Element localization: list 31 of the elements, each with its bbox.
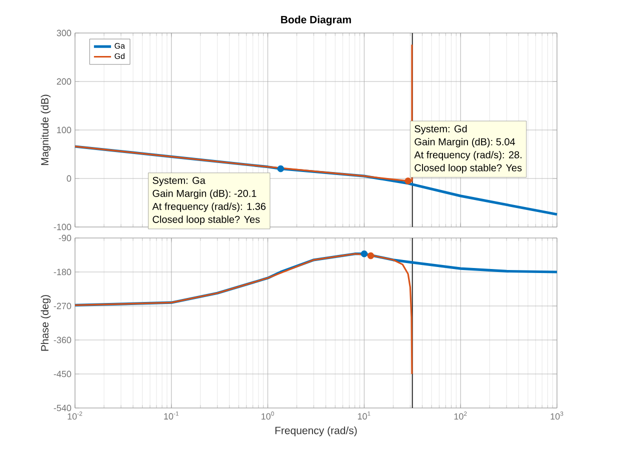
legend-label: Ga: [114, 43, 126, 49]
y-axis-title: Phase (deg): [40, 295, 51, 351]
annotation: System: Ga: [152, 176, 206, 186]
y-tick-label: -450: [54, 370, 72, 378]
x-tick-label: 10$^{-2}$: [68, 412, 82, 420]
legend-label: Gd: [114, 53, 124, 59]
y-tick-label: -100: [54, 224, 72, 230]
chart-title: Bode Diagram: [281, 16, 351, 26]
x-tick-label: 10$^{2}$: [454, 412, 467, 420]
x-tick-label: 10$^{3}$: [550, 412, 564, 420]
annotation: Gain Margin (dB): 5.04: [414, 138, 516, 148]
annotation: System: Gd: [414, 125, 467, 134]
y-tick-label: 0: [66, 175, 72, 182]
y-tick-label: -270: [54, 302, 72, 310]
x-tick-label: 10$^{-1}$: [164, 412, 179, 420]
x-tick-label: 10$^{1}$: [358, 412, 370, 420]
x-axis-title: Frequency (rad/s): [275, 426, 357, 436]
y-axis-title: Magnitude (dB): [40, 94, 51, 166]
y-tick-label: 200: [56, 78, 72, 85]
annotation: Closed loop stable? Yes: [414, 164, 522, 174]
x-tick-label: 10$^{0}$: [262, 412, 274, 420]
y-tick-label: 100: [57, 126, 72, 134]
annotation: At frequency (rad/s): 28.: [414, 151, 522, 160]
y-tick-label: -360: [54, 336, 72, 344]
y-tick-label: -180: [54, 268, 72, 276]
y-tick-label: 300: [56, 30, 72, 36]
annotation: At frequency (rad/s): 1.36: [152, 202, 266, 212]
y-tick-label: -540: [54, 404, 72, 412]
annotation: Gain Margin (dB): -20.1: [152, 190, 256, 199]
annotation: Closed loop stable? Yes: [152, 216, 260, 225]
y-tick-label: -90: [58, 234, 72, 242]
